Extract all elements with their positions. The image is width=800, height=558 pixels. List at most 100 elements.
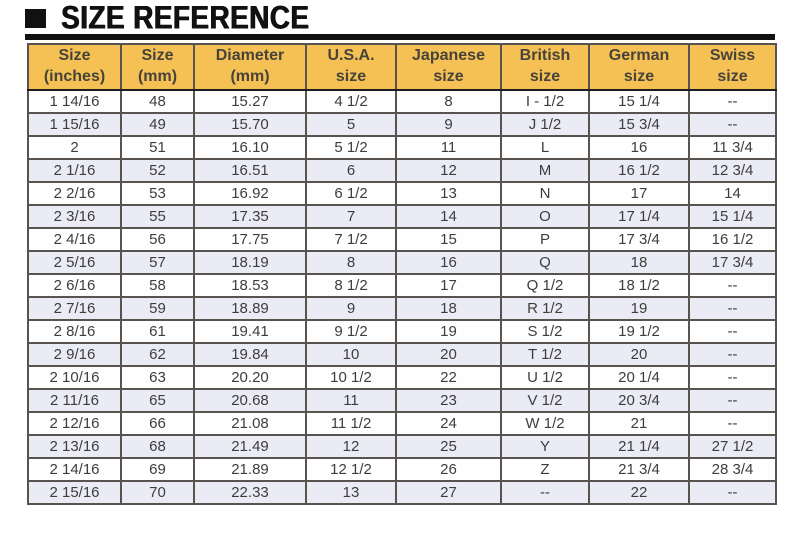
table-cell: 59 bbox=[120, 296, 195, 321]
table-row: 2 51 16.10 5 1/2 11 L 16 11 3/4 bbox=[27, 135, 777, 160]
table-cell: 2 bbox=[27, 135, 122, 160]
table-cell: 2 10/16 bbox=[27, 365, 122, 390]
table-cell: -- bbox=[688, 89, 777, 114]
table-cell: 16.92 bbox=[193, 181, 307, 206]
table-cell: T 1/2 bbox=[500, 342, 590, 367]
table-cell: 62 bbox=[120, 342, 195, 367]
table-cell: 21.08 bbox=[193, 411, 307, 436]
table-cell: 15 1/4 bbox=[588, 89, 690, 114]
table-cell: Q 1/2 bbox=[500, 273, 590, 298]
table-cell: L bbox=[500, 135, 590, 160]
table-row: 2 14/16 69 21.89 12 1/2 26 Z 21 3/4 28 3/4 bbox=[27, 457, 777, 482]
table-row: 2 1/16 52 16.51 6 12 M 16 1/2 12 3/4 bbox=[27, 158, 777, 183]
column-header: German size bbox=[588, 43, 690, 91]
table-cell: 11 bbox=[395, 135, 502, 160]
table-cell: 53 bbox=[120, 181, 195, 206]
title-divider bbox=[25, 34, 775, 40]
table-cell: 5 bbox=[305, 112, 397, 137]
table-cell: 13 bbox=[395, 181, 502, 206]
table-cell: -- bbox=[688, 365, 777, 390]
table-row: 2 9/16 62 19.84 10 20 T 1/2 20 -- bbox=[27, 342, 777, 367]
table-cell: 21 3/4 bbox=[588, 457, 690, 482]
table-cell: 69 bbox=[120, 457, 195, 482]
table-cell: 52 bbox=[120, 158, 195, 183]
table-cell: 51 bbox=[120, 135, 195, 160]
column-header: Size (mm) bbox=[120, 43, 195, 91]
table-cell: 63 bbox=[120, 365, 195, 390]
table-cell: 28 3/4 bbox=[688, 457, 777, 482]
table-body: 1 14/16 48 15.27 4 1/2 8 I - 1/2 15 1/4 -- 1 15/… bbox=[27, 89, 777, 505]
table-cell: 6 bbox=[305, 158, 397, 183]
table-header-row: Size (inches) Size (mm) Diameter (mm) U.S.A… bbox=[27, 43, 777, 91]
table-cell: 7 1/2 bbox=[305, 227, 397, 252]
table-cell: 2 14/16 bbox=[27, 457, 122, 482]
table-cell: 12 3/4 bbox=[688, 158, 777, 183]
table-cell: 18.19 bbox=[193, 250, 307, 275]
table-cell: 18 bbox=[588, 250, 690, 275]
table-cell: 5 1/2 bbox=[305, 135, 397, 160]
table-cell: 16 bbox=[395, 250, 502, 275]
table-cell: 2 11/16 bbox=[27, 388, 122, 413]
table-cell: 57 bbox=[120, 250, 195, 275]
table-cell: 17.75 bbox=[193, 227, 307, 252]
table-cell: V 1/2 bbox=[500, 388, 590, 413]
table-cell: 9 bbox=[305, 296, 397, 321]
table-cell: 12 1/2 bbox=[305, 457, 397, 482]
table-cell: 11 3/4 bbox=[688, 135, 777, 160]
table-cell: 49 bbox=[120, 112, 195, 137]
size-reference-table: Size (inches) Size (mm) Diameter (mm) U.S.A… bbox=[27, 43, 777, 505]
table-cell: 17 3/4 bbox=[688, 250, 777, 275]
table-cell: 16 bbox=[588, 135, 690, 160]
table-cell: 19 1/2 bbox=[588, 319, 690, 344]
table-cell: 65 bbox=[120, 388, 195, 413]
table-cell: 48 bbox=[120, 89, 195, 114]
table-cell: 22 bbox=[395, 365, 502, 390]
table-cell: 18.89 bbox=[193, 296, 307, 321]
table-cell: 2 5/16 bbox=[27, 250, 122, 275]
table-cell: 2 2/16 bbox=[27, 181, 122, 206]
table-row: 2 2/16 53 16.92 6 1/2 13 N 17 14 bbox=[27, 181, 777, 206]
column-header: U.S.A. size bbox=[305, 43, 397, 91]
table-cell: Y bbox=[500, 434, 590, 459]
table-row: 1 14/16 48 15.27 4 1/2 8 I - 1/2 15 1/4 -- bbox=[27, 89, 777, 114]
table-cell: 20.68 bbox=[193, 388, 307, 413]
table-cell: 15 3/4 bbox=[588, 112, 690, 137]
column-header: Size (inches) bbox=[27, 43, 122, 91]
table-cell: 18.53 bbox=[193, 273, 307, 298]
table-cell: U 1/2 bbox=[500, 365, 590, 390]
table-row: 2 7/16 59 18.89 9 18 R 1/2 19 -- bbox=[27, 296, 777, 321]
table-cell: 58 bbox=[120, 273, 195, 298]
table-cell: 9 1/2 bbox=[305, 319, 397, 344]
table-cell: 20 bbox=[395, 342, 502, 367]
table-row: 2 10/16 63 20.20 10 1/2 22 U 1/2 20 1/4 -- bbox=[27, 365, 777, 390]
table-cell: 20 bbox=[588, 342, 690, 367]
table-cell: 15.27 bbox=[193, 89, 307, 114]
table-cell: -- bbox=[688, 388, 777, 413]
table-cell: 2 3/16 bbox=[27, 204, 122, 229]
table-cell: 17 3/4 bbox=[588, 227, 690, 252]
table-cell: I - 1/2 bbox=[500, 89, 590, 114]
table-cell: 21 1/4 bbox=[588, 434, 690, 459]
page-title: SIZE REFERENCE bbox=[61, 0, 310, 36]
table-cell: 16 1/2 bbox=[588, 158, 690, 183]
table-cell: P bbox=[500, 227, 590, 252]
table-cell: 68 bbox=[120, 434, 195, 459]
table-cell: 2 13/16 bbox=[27, 434, 122, 459]
table-cell: -- bbox=[688, 480, 777, 505]
table-cell: 2 7/16 bbox=[27, 296, 122, 321]
table-row: 2 15/16 70 22.33 13 27 -- 22 -- bbox=[27, 480, 777, 505]
table-cell: 16.10 bbox=[193, 135, 307, 160]
table-cell: 18 1/2 bbox=[588, 273, 690, 298]
table-cell: 20 1/4 bbox=[588, 365, 690, 390]
table-cell: 12 bbox=[395, 158, 502, 183]
table-cell: 1 15/16 bbox=[27, 112, 122, 137]
table-row: 2 12/16 66 21.08 11 1/2 24 W 1/2 21 -- bbox=[27, 411, 777, 436]
table-cell: 17.35 bbox=[193, 204, 307, 229]
table-cell: 20.20 bbox=[193, 365, 307, 390]
table-cell: 66 bbox=[120, 411, 195, 436]
table-row: 2 5/16 57 18.19 8 16 Q 18 17 3/4 bbox=[27, 250, 777, 275]
table-cell: 8 1/2 bbox=[305, 273, 397, 298]
table-cell: 24 bbox=[395, 411, 502, 436]
table-cell: 2 9/16 bbox=[27, 342, 122, 367]
table-cell: 16 1/2 bbox=[688, 227, 777, 252]
